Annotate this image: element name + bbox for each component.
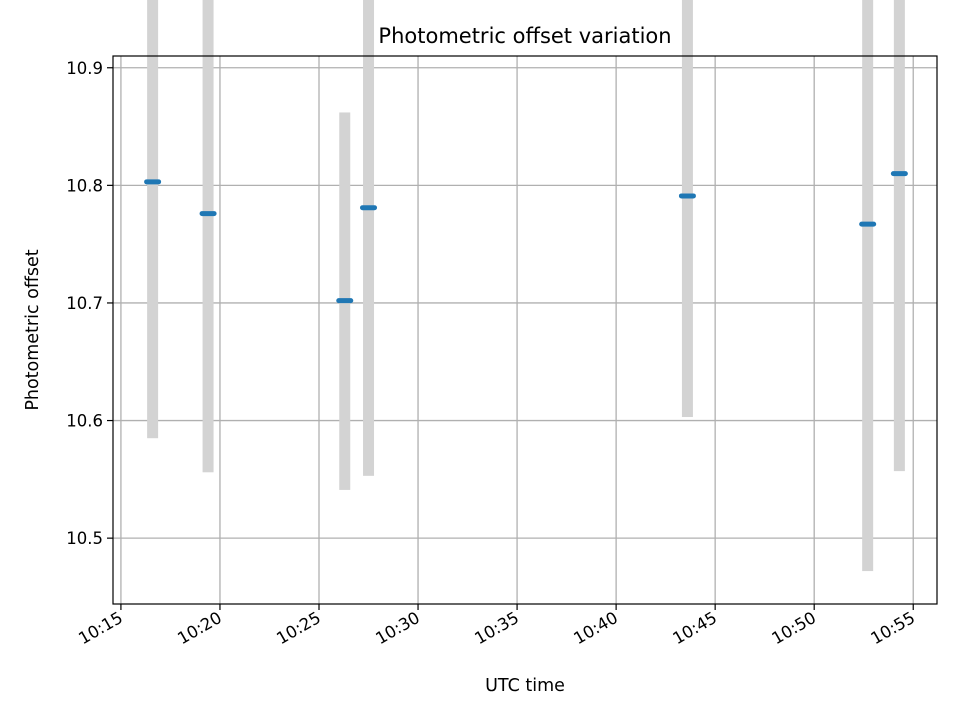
error-bar <box>147 0 159 439</box>
y-tick-label: 10.5 <box>66 529 103 548</box>
y-axis-label: Photometric offset <box>23 249 43 410</box>
data-markers <box>144 171 908 304</box>
y-tick-label: 10.6 <box>66 412 103 431</box>
error-bar <box>202 0 214 473</box>
error-bar <box>862 0 874 572</box>
error-bar <box>681 0 693 418</box>
y-tick-label: 10.9 <box>66 59 103 78</box>
chart-title: Photometric offset variation <box>378 24 671 48</box>
error-bar <box>363 0 375 476</box>
y-tick-label: 10.8 <box>66 176 103 195</box>
x-axis-label: UTC time <box>485 676 565 696</box>
grid <box>113 56 937 604</box>
y-tick-label: 10.7 <box>66 294 103 313</box>
plot-frame <box>112 55 938 605</box>
error-bar <box>893 0 905 472</box>
